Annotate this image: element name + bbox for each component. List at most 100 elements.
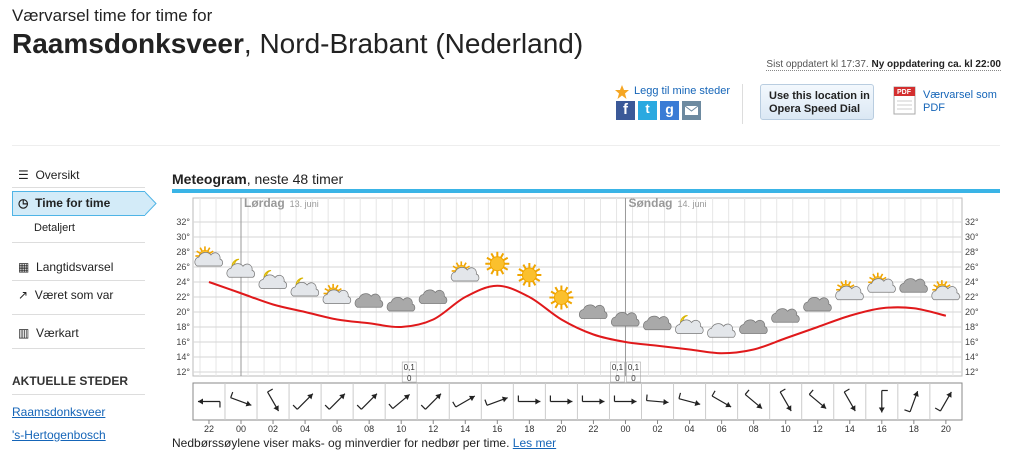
x-tick-label: 22	[588, 424, 598, 434]
precip-max: 0,1	[628, 363, 640, 372]
cloud	[418, 289, 448, 304]
separator	[12, 314, 145, 315]
wind-arrow	[581, 395, 605, 405]
arrow-barb	[711, 390, 716, 397]
y2-tick-label: 22°	[965, 292, 979, 302]
wind-arrow	[645, 394, 669, 406]
weather-icon	[386, 297, 416, 312]
google[interactable]: g	[660, 101, 679, 120]
y-tick-label: 14°	[176, 352, 190, 362]
arrow-barb	[744, 389, 750, 395]
places-heading: AKTUELLE STEDER	[12, 374, 129, 388]
opera-button[interactable]: Use this location in Opera Speed Dial	[760, 84, 874, 120]
place-link[interactable]: Raamsdonksveer	[12, 405, 106, 419]
weather-icon	[485, 251, 510, 276]
footer-link[interactable]: Les mer	[512, 436, 557, 450]
y2-tick-label: 20°	[965, 307, 979, 317]
y-tick-label: 32°	[176, 217, 190, 227]
nav-item-active[interactable]: ◷ Time for time	[18, 196, 111, 210]
arrow-head	[599, 398, 605, 405]
ray	[522, 264, 527, 270]
x-tick-label: 14	[845, 424, 855, 434]
cloud	[803, 297, 832, 312]
arrow-head	[820, 403, 827, 409]
nav-label[interactable]: Værkart	[36, 326, 79, 340]
title-bar	[172, 189, 1000, 193]
nav-label[interactable]: Langtidsvarsel	[36, 260, 114, 274]
x-tick-label: 12	[813, 424, 823, 434]
wind-arrow	[678, 392, 701, 406]
place-link[interactable]: 's-Hertogenbosch	[12, 428, 106, 442]
wind-arrow	[356, 393, 378, 410]
arrow-head	[567, 398, 573, 405]
nav-label[interactable]: Time for time	[35, 196, 111, 210]
cloud	[931, 285, 960, 301]
nav-sub[interactable]: Detaljert	[34, 222, 75, 234]
separator	[12, 280, 145, 281]
nav-label[interactable]: Oversikt	[35, 168, 80, 182]
arrow-barb	[324, 404, 330, 410]
add-place-link[interactable]: Legg til mine steder	[634, 85, 730, 97]
divider	[742, 84, 743, 124]
arrow-head	[756, 403, 763, 409]
sun	[517, 263, 542, 287]
y2-tick-label: 16°	[965, 337, 979, 347]
x-tick-label: 18	[524, 424, 534, 434]
x-tick-label: 04	[300, 424, 310, 434]
chart-subtitle: , neste 48 timer	[246, 171, 344, 187]
x-tick-label: 02	[653, 424, 663, 434]
nav-label[interactable]: Været som var	[34, 288, 114, 302]
weather-icon	[867, 272, 896, 293]
ray	[534, 268, 541, 273]
arrow-head	[946, 391, 952, 398]
y-tick-label: 12°	[176, 367, 190, 377]
y2-tick-label: 18°	[965, 322, 979, 332]
wind-arrow	[420, 393, 442, 410]
wind-arrow	[744, 389, 763, 410]
ray	[490, 252, 495, 259]
twitter[interactable]: t	[638, 101, 657, 120]
arrow-head	[631, 398, 637, 405]
weather-icon	[803, 297, 832, 312]
arrow-barb	[267, 388, 274, 393]
ray	[522, 280, 527, 286]
chart-title: Meteogram	[172, 171, 247, 187]
ray	[946, 284, 951, 288]
ray	[534, 277, 541, 282]
precip-min: 0	[615, 374, 620, 383]
wind-arrow	[324, 393, 346, 410]
star-icon	[615, 85, 629, 99]
wind-arrow	[388, 393, 411, 410]
arrow-head	[850, 405, 856, 412]
x-tick-label: 00	[620, 424, 630, 434]
weather-icon	[578, 304, 608, 319]
cloud	[739, 319, 768, 334]
sun	[485, 251, 510, 276]
weather-icon	[771, 308, 800, 323]
ray	[502, 266, 509, 271]
facebook[interactable]: f	[616, 101, 635, 120]
arrow-barb	[388, 403, 394, 409]
y2-tick-label: 30°	[965, 232, 979, 242]
x-tick-label: 18	[909, 424, 919, 434]
cloud	[258, 274, 287, 289]
weather-icon	[899, 278, 928, 293]
email[interactable]	[682, 101, 701, 120]
nav-item[interactable]: ↗ Været som var	[18, 288, 114, 302]
arrow-head	[403, 394, 410, 400]
nav-item[interactable]: ▥ Værkart	[18, 326, 79, 340]
x-tick-label: 06	[332, 424, 342, 434]
ray	[566, 300, 573, 305]
day-date: 14. juni	[677, 199, 706, 209]
arrow-head	[501, 396, 508, 403]
pdf-link[interactable]: Værvarsel som PDF	[923, 89, 997, 114]
nav-item[interactable]: ▦ Langtidsvarsel	[18, 260, 114, 274]
y-tick-label: 18°	[176, 322, 190, 332]
day-label: Søndag 14. juni	[628, 196, 706, 210]
ray	[531, 264, 537, 270]
footer-note: Nedbørssøylene viser maks- og minverdier…	[172, 436, 510, 450]
nav-item[interactable]: ☰ Oversikt	[18, 168, 80, 182]
cloud	[322, 289, 352, 304]
precip-bar	[610, 361, 625, 383]
y2-tick-label: 32°	[965, 217, 979, 227]
